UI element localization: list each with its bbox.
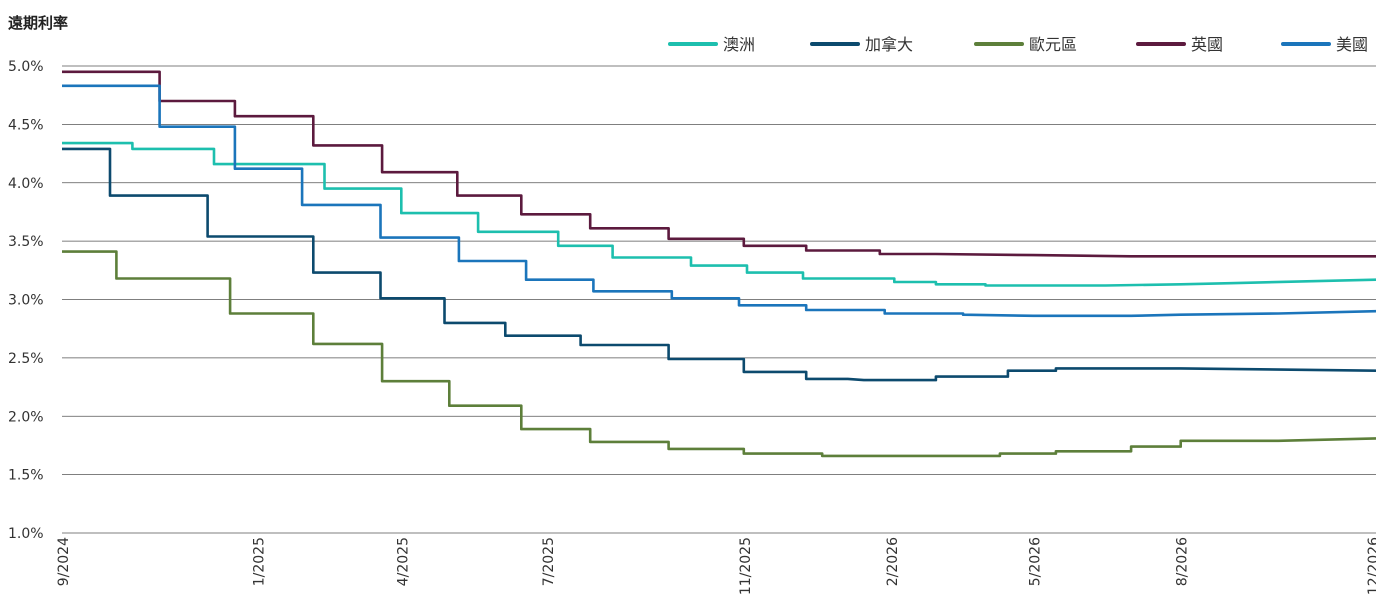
legend-label: 澳洲: [723, 35, 755, 54]
x-tick-label: 4/2025: [395, 537, 411, 586]
series-line-3: [62, 70, 1376, 258]
series-line-4: [62, 84, 1376, 318]
legend-label: 英國: [1191, 35, 1223, 54]
x-tick-label: 11/2025: [738, 537, 754, 595]
y-tick-label: 3.0%: [8, 293, 44, 309]
x-tick-label: 12/2026: [1366, 537, 1376, 595]
x-tick-label: 5/2026: [1027, 537, 1043, 586]
y-tick-label: 4.5%: [8, 117, 44, 133]
y-axis-ticks: 5.0% 4.5% 4.0% 3.5% 3.0% 2.5% 2.0% 1.5% 1.0%: [8, 59, 44, 542]
legend: 澳洲 加拿大 歐元區 英國 美國: [668, 35, 1368, 54]
y-tick-label: 2.0%: [8, 409, 44, 425]
series-line-2: [62, 250, 1376, 458]
x-tick-label: 1/2025: [251, 537, 267, 586]
legend-label: 加拿大: [865, 35, 913, 54]
series-line-0: [62, 141, 1376, 287]
legend-label: 美國: [1336, 35, 1368, 54]
x-tick-label: 7/2025: [541, 537, 557, 586]
x-axis-ticks: 9/2024 1/2025 4/2025 7/2025 11/2025 2/2026 5/2…: [56, 537, 1376, 595]
legend-label: 歐元區: [1029, 35, 1077, 54]
x-tick-label: 2/2026: [885, 537, 901, 586]
y-tick-label: 1.5%: [8, 468, 44, 484]
y-tick-label: 3.5%: [8, 234, 44, 250]
x-tick-label: 8/2026: [1175, 537, 1191, 586]
series-lines: [62, 70, 1376, 458]
y-tick-label: 5.0%: [8, 59, 44, 75]
x-tick-label: 9/2024: [56, 537, 72, 586]
y-axis-title: 遠期利率: [8, 14, 69, 32]
y-tick-label: 1.0%: [8, 526, 44, 542]
series-line-1: [62, 147, 1376, 382]
y-tick-label: 2.5%: [8, 351, 44, 367]
y-tick-label: 4.0%: [8, 176, 44, 192]
